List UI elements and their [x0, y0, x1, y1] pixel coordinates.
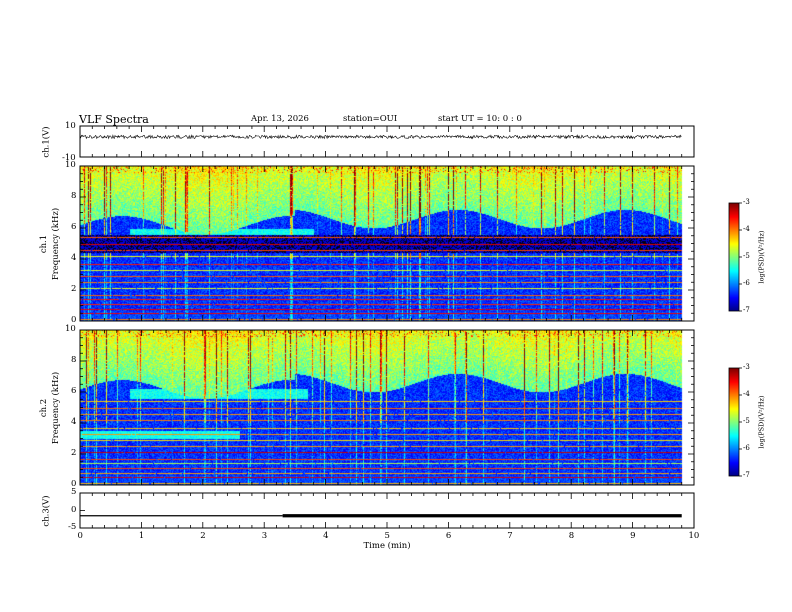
figure-date: Apr. 13, 2026 — [251, 114, 309, 124]
p3-frame — [79, 329, 695, 486]
colorbar-tick-label: -4 — [743, 390, 750, 398]
x-tick-label: 6 — [445, 531, 452, 541]
p3-y-tick-label: 4 — [71, 417, 77, 427]
p2-y-axis-label: Frequency (kHz) — [51, 207, 62, 280]
ch3-y-tick-label: -5 — [68, 522, 77, 532]
ch1-y-tick-label: -10 — [62, 153, 76, 163]
colorbar-tick-label: -6 — [743, 444, 750, 452]
p2-channel-label: ch.1 — [39, 234, 50, 253]
colorbar-tick-label: -5 — [743, 252, 750, 260]
colorbar-tick-label: -5 — [743, 417, 750, 425]
p3-y-tick-label: 2 — [71, 448, 77, 458]
colorbar-tick-label: -4 — [743, 225, 750, 233]
x-tick-label: 4 — [323, 531, 329, 541]
x-tick-label: 7 — [507, 531, 513, 541]
ch1-waveform-line — [79, 134, 682, 140]
ch3-y-tick-label: 5 — [71, 487, 77, 497]
colorbar-tick-label: -3 — [743, 363, 750, 371]
colorbar-tick-label: -7 — [743, 306, 750, 314]
x-tick-label: 1 — [138, 531, 145, 541]
p2-y-tick-label: 2 — [71, 284, 77, 294]
x-tick-label: 3 — [261, 531, 268, 541]
p3-channel-label: ch.2 — [39, 398, 50, 417]
x-tick-label: 5 — [384, 531, 390, 541]
x-tick-label: 2 — [200, 531, 206, 541]
ch1-spectrogram-image — [80, 166, 694, 321]
x-tick-label: 10 — [688, 531, 700, 541]
ch1-y-tick-label: 10 — [65, 121, 76, 131]
colorbar-label: log(PSD)(V²/Hz) — [756, 230, 765, 284]
x-tick-label: 8 — [568, 531, 575, 541]
ch1-y-axis-label: ch.1(V) — [41, 125, 52, 158]
colorbar-frame — [728, 367, 740, 477]
colorbar-label: log(PSD)(V²/Hz) — [756, 395, 765, 449]
colorbar-tick-label: -3 — [743, 198, 750, 206]
x-tick-label: 9 — [630, 531, 636, 541]
p2-y-tick-label: 8 — [71, 191, 77, 201]
figure-station: station=OUI — [343, 114, 398, 124]
p3-y-tick-label: 0 — [71, 479, 77, 489]
p3-y-tick-label: 8 — [71, 355, 77, 365]
colorbar-tick-label: -7 — [743, 471, 750, 479]
p2-frame — [79, 165, 695, 322]
ch2-spectrogram-image — [80, 330, 694, 485]
p3-y-tick-label: 10 — [65, 324, 76, 334]
figure-start-time: start UT = 10: 0 : 0 — [438, 114, 522, 124]
p2-y-tick-label: 6 — [71, 222, 77, 232]
p2-y-tick-label: 10 — [65, 160, 76, 170]
p2-y-tick-label: 0 — [71, 315, 77, 325]
p3-y-tick-label: 6 — [71, 386, 77, 396]
colorbar-frame — [728, 202, 740, 312]
p3-y-axis-label: Frequency (kHz) — [51, 371, 62, 444]
ch3-y-tick-label: 0 — [71, 504, 77, 515]
figure-title: VLF Spectra — [79, 113, 149, 126]
ch2-colorbar — [729, 368, 739, 476]
ch3-y-axis-label: ch.3(V) — [41, 494, 52, 527]
p2-y-tick-label: 4 — [71, 253, 77, 263]
x-axis-label: Time (min) — [363, 541, 411, 551]
colorbar-tick-label: -6 — [743, 279, 750, 287]
ch1-colorbar — [729, 203, 739, 311]
x-tick-label: 0 — [77, 531, 83, 541]
